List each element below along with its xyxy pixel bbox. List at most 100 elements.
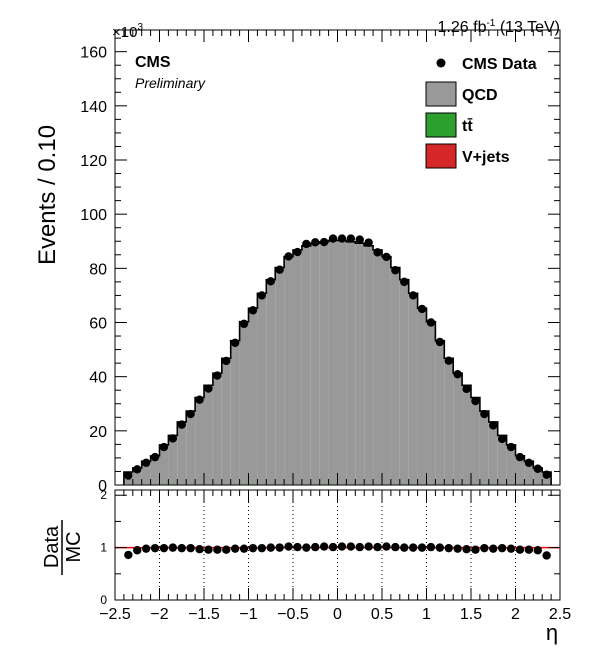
y-tick-label: 0 xyxy=(98,478,107,495)
data-point xyxy=(257,291,267,300)
hist-bar-qcd xyxy=(497,435,507,485)
data-point xyxy=(284,252,293,261)
ratio-point xyxy=(230,544,240,553)
data-point xyxy=(453,370,462,379)
hist-bar-qcd xyxy=(524,461,534,485)
data-point xyxy=(159,442,169,452)
hist-bar-qcd xyxy=(390,267,400,485)
hist-bar-qcd xyxy=(435,340,445,485)
y-tick-label: 120 xyxy=(80,153,107,170)
lumi-label: 1.26 fb-1 (13 TeV) xyxy=(438,18,560,36)
x-tick-label: −1 xyxy=(239,606,257,623)
x-tick-label: 2.5 xyxy=(549,606,571,623)
ratio-point xyxy=(284,542,293,551)
legend-label: tt̄ xyxy=(462,117,473,135)
hist-bar-qcd xyxy=(346,241,356,485)
hist-outline xyxy=(123,239,552,485)
hist-bar-qcd xyxy=(506,444,516,485)
data-point xyxy=(471,396,480,406)
hist-bar-qcd xyxy=(426,321,436,485)
legend-label: QCD xyxy=(462,87,498,104)
legend-label: CMS Data xyxy=(462,56,537,73)
data-point xyxy=(186,409,195,419)
data-point xyxy=(391,266,400,275)
legend-swatch xyxy=(425,81,457,107)
data-point xyxy=(426,318,436,327)
x-axis-title: η xyxy=(546,620,558,645)
hist-bar-qcd xyxy=(417,308,427,485)
ratio-point xyxy=(426,542,436,552)
data-point xyxy=(480,409,489,419)
x-tick-label: 1.5 xyxy=(460,606,482,623)
ratio-point xyxy=(328,542,338,552)
cms-label: CMS xyxy=(135,54,171,71)
data-point xyxy=(133,465,142,474)
ratio-point xyxy=(497,543,507,553)
data-point xyxy=(444,356,453,365)
ratio-point xyxy=(524,545,534,554)
hist-bar-qcd xyxy=(488,421,498,485)
hist-bar-qcd xyxy=(186,411,196,485)
data-point xyxy=(364,238,373,247)
hist-bar-qcd xyxy=(257,293,267,485)
ratio-point xyxy=(382,542,391,551)
x-tick-label: −2 xyxy=(150,606,168,623)
ratio-point xyxy=(159,543,169,553)
data-point xyxy=(417,304,427,314)
ratio-point xyxy=(275,543,284,552)
hist-bar-qcd xyxy=(159,444,169,485)
data-point xyxy=(230,338,240,348)
ratio-y-tick-label: 0 xyxy=(100,593,107,607)
hist-bar-qcd xyxy=(364,245,374,485)
x-tick-label: −1.5 xyxy=(188,606,220,623)
x-tick-label: 0 xyxy=(333,606,342,623)
ratio-point xyxy=(373,542,382,552)
x-tick-label: −0.5 xyxy=(277,606,309,623)
data-point xyxy=(337,234,347,243)
legend-marker xyxy=(436,58,446,68)
ratio-point xyxy=(480,543,489,553)
legend-label: V+jets xyxy=(462,149,510,166)
y-tick-label: 140 xyxy=(80,99,107,116)
hist-bar-qcd xyxy=(399,279,409,485)
data-point xyxy=(435,337,445,347)
data-point xyxy=(177,420,186,429)
ratio-point xyxy=(186,543,195,553)
ratio-point xyxy=(542,551,551,560)
hist-bar-qcd xyxy=(471,397,480,485)
hist-bar-qcd xyxy=(150,455,160,485)
hist-bar-qcd xyxy=(204,385,213,485)
ratio-point xyxy=(364,542,373,551)
legend-entry: tt̄ xyxy=(425,112,473,138)
data-point xyxy=(275,265,284,274)
ratio-point xyxy=(400,543,409,552)
ratio-point xyxy=(391,542,400,552)
data-point xyxy=(373,248,382,257)
main-panel: 0 20 40 60 80 100 120 140 160 xyxy=(80,29,561,495)
hist-bar-qcd xyxy=(310,243,320,485)
data-point xyxy=(355,235,364,244)
y-tick-label: 100 xyxy=(80,207,107,224)
x-tick-label: 0.5 xyxy=(371,606,393,623)
hist-bar-qcd xyxy=(444,358,454,485)
y-exponent-power: 3 xyxy=(137,22,143,33)
ratio-point xyxy=(195,544,204,554)
legend-swatch xyxy=(425,143,457,169)
data-point xyxy=(266,277,275,286)
data-point xyxy=(150,452,160,462)
hist-bar-qcd xyxy=(453,373,463,485)
hist-bar-qcd xyxy=(382,256,391,485)
data-point xyxy=(542,470,551,479)
hist-bar-qcd xyxy=(293,249,302,485)
ratio-point xyxy=(150,543,160,553)
y-tick-label: 20 xyxy=(89,424,107,441)
hist-bar-qcd xyxy=(132,467,142,485)
data-point xyxy=(239,319,249,329)
hist-bar-qcd xyxy=(533,467,543,485)
y-exponent-label: ×103 xyxy=(112,22,143,41)
ratio-point xyxy=(141,544,151,553)
hist-bar-qcd xyxy=(337,240,347,485)
ratio-point xyxy=(435,543,445,552)
hist-bar-qcd xyxy=(195,397,204,485)
